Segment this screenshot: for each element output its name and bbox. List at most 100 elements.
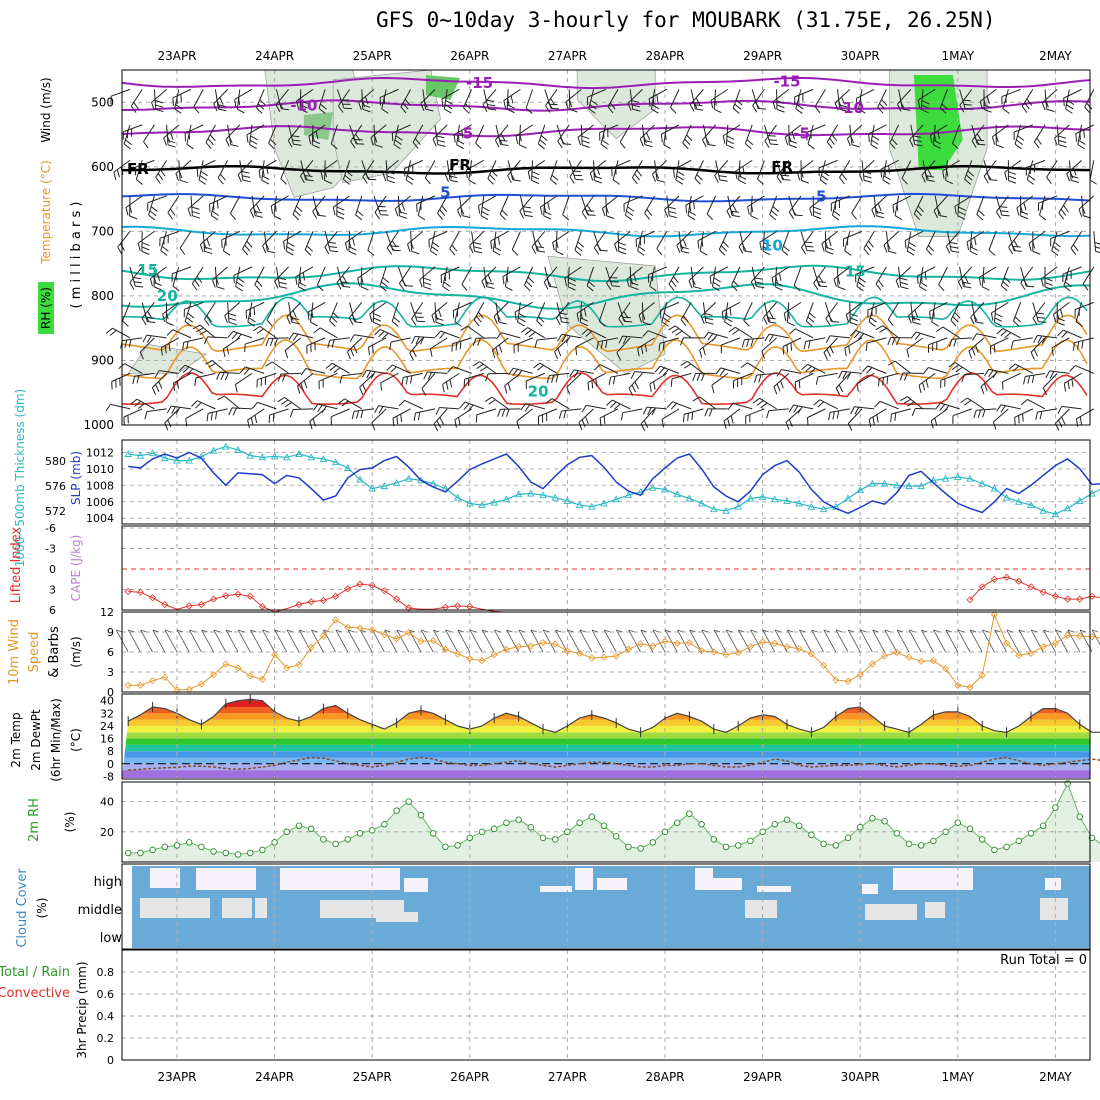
- wind-barb: [849, 321, 858, 326]
- wind-barb: [908, 301, 924, 317]
- wind-barb: [461, 284, 468, 291]
- wind-barb: [234, 99, 237, 108]
- wind-barb: [1001, 88, 1021, 97]
- wind-barb: [186, 316, 194, 323]
- wind-barb: [359, 373, 375, 388]
- wind-barb: [689, 629, 702, 653]
- wind-barb: [350, 348, 355, 357]
- wind-barb: [591, 629, 599, 633]
- wind-barb: [459, 401, 466, 409]
- wind-barb: [907, 401, 915, 407]
- wind-barb: [978, 277, 982, 286]
- wind-barb: [829, 137, 835, 145]
- thickness-point: [295, 450, 303, 457]
- wind-barb: [283, 230, 302, 242]
- wind-barb: [1031, 375, 1035, 384]
- wind-barb: [496, 313, 501, 321]
- wind-barb: [224, 301, 241, 316]
- wind-barb: [904, 240, 907, 249]
- wind-barb: [242, 179, 251, 183]
- wind-barb: [227, 124, 232, 145]
- wind-barb: [774, 629, 782, 633]
- barbs-label: & Barbs: [47, 626, 62, 678]
- wind-barb: [393, 124, 399, 145]
- lifted-index-point: [978, 583, 986, 591]
- wind-barb: [330, 408, 350, 418]
- wind-barb: [1072, 342, 1075, 351]
- wind-barb: [971, 333, 978, 341]
- wind-barb: [442, 372, 460, 385]
- rh-point: [1076, 813, 1084, 820]
- wind-barb: [467, 404, 474, 412]
- wind-barb: [568, 160, 576, 180]
- wind-barb: [1061, 331, 1068, 338]
- wind-barb: [847, 124, 863, 139]
- wind-barb: [701, 629, 708, 633]
- wind-barb: [996, 404, 1002, 412]
- wind-barb: [806, 124, 826, 133]
- wind-barb: [787, 310, 791, 319]
- wind-barb: [867, 365, 887, 374]
- wind-barb: [473, 319, 480, 327]
- wind-barb: [435, 407, 440, 415]
- wind-barb: [954, 206, 957, 215]
- wind-barb: [491, 170, 498, 177]
- wind-barb: [464, 103, 472, 110]
- wind-barb: [341, 372, 362, 377]
- wind-barb: [936, 207, 942, 215]
- wind-barb: [275, 104, 281, 113]
- wind-barb: [378, 406, 384, 414]
- wind-barb: [373, 321, 381, 326]
- wind-barb: [753, 374, 758, 383]
- wind-barb: [299, 89, 302, 110]
- wind-barb: [318, 107, 326, 114]
- wind-barb: [591, 629, 605, 653]
- wind-barb: [1056, 311, 1060, 320]
- wind-barb: [362, 160, 375, 178]
- wind-barb: [189, 629, 196, 633]
- wind-barb: [277, 373, 282, 382]
- wind-barb: [237, 97, 241, 106]
- wind-barb: [993, 302, 997, 323]
- wind-barb: [590, 99, 598, 106]
- wind-speed-point: [710, 648, 718, 656]
- wind-barb: [781, 231, 790, 251]
- wind-barb: [659, 337, 680, 344]
- wind-barb: [249, 139, 258, 145]
- wind-speed-point: [771, 639, 779, 647]
- wind-barb: [443, 281, 451, 287]
- wind-barb: [928, 367, 948, 374]
- wind-barb: [305, 179, 314, 182]
- wind-barb: [1066, 99, 1075, 106]
- wind-barb: [647, 330, 667, 339]
- wind-barb: [966, 230, 985, 243]
- wind-barb: [182, 366, 190, 374]
- wind-barb: [354, 321, 363, 324]
- wind-barb: [135, 285, 144, 288]
- wind-barb: [817, 401, 825, 408]
- lifted-index-tick: 6: [49, 604, 56, 617]
- wind-barb: [143, 141, 149, 149]
- wind-barb: [405, 376, 409, 385]
- wind-barb: [215, 276, 220, 285]
- wind-barb: [389, 244, 395, 252]
- wind-barb: [286, 246, 294, 252]
- wind-barb: [487, 160, 497, 179]
- wind-barb: [285, 250, 294, 256]
- wind-barb: [288, 332, 295, 340]
- wind-barb: [287, 124, 302, 141]
- wind-barb: [970, 629, 977, 633]
- wind-barb: [357, 266, 375, 279]
- wind-barb: [527, 276, 535, 284]
- rh-point: [808, 831, 815, 839]
- wind-barb: [1028, 230, 1046, 244]
- wind-barb: [684, 138, 691, 146]
- wind-barb: [663, 144, 671, 150]
- wind-barb: [394, 139, 402, 145]
- wind-barb: [1064, 281, 1072, 288]
- wind-barb: [430, 250, 438, 256]
- wind-barb: [423, 286, 432, 290]
- wind-barb: [441, 98, 444, 108]
- wind-barb: [631, 99, 640, 103]
- wind-barb: [768, 408, 789, 412]
